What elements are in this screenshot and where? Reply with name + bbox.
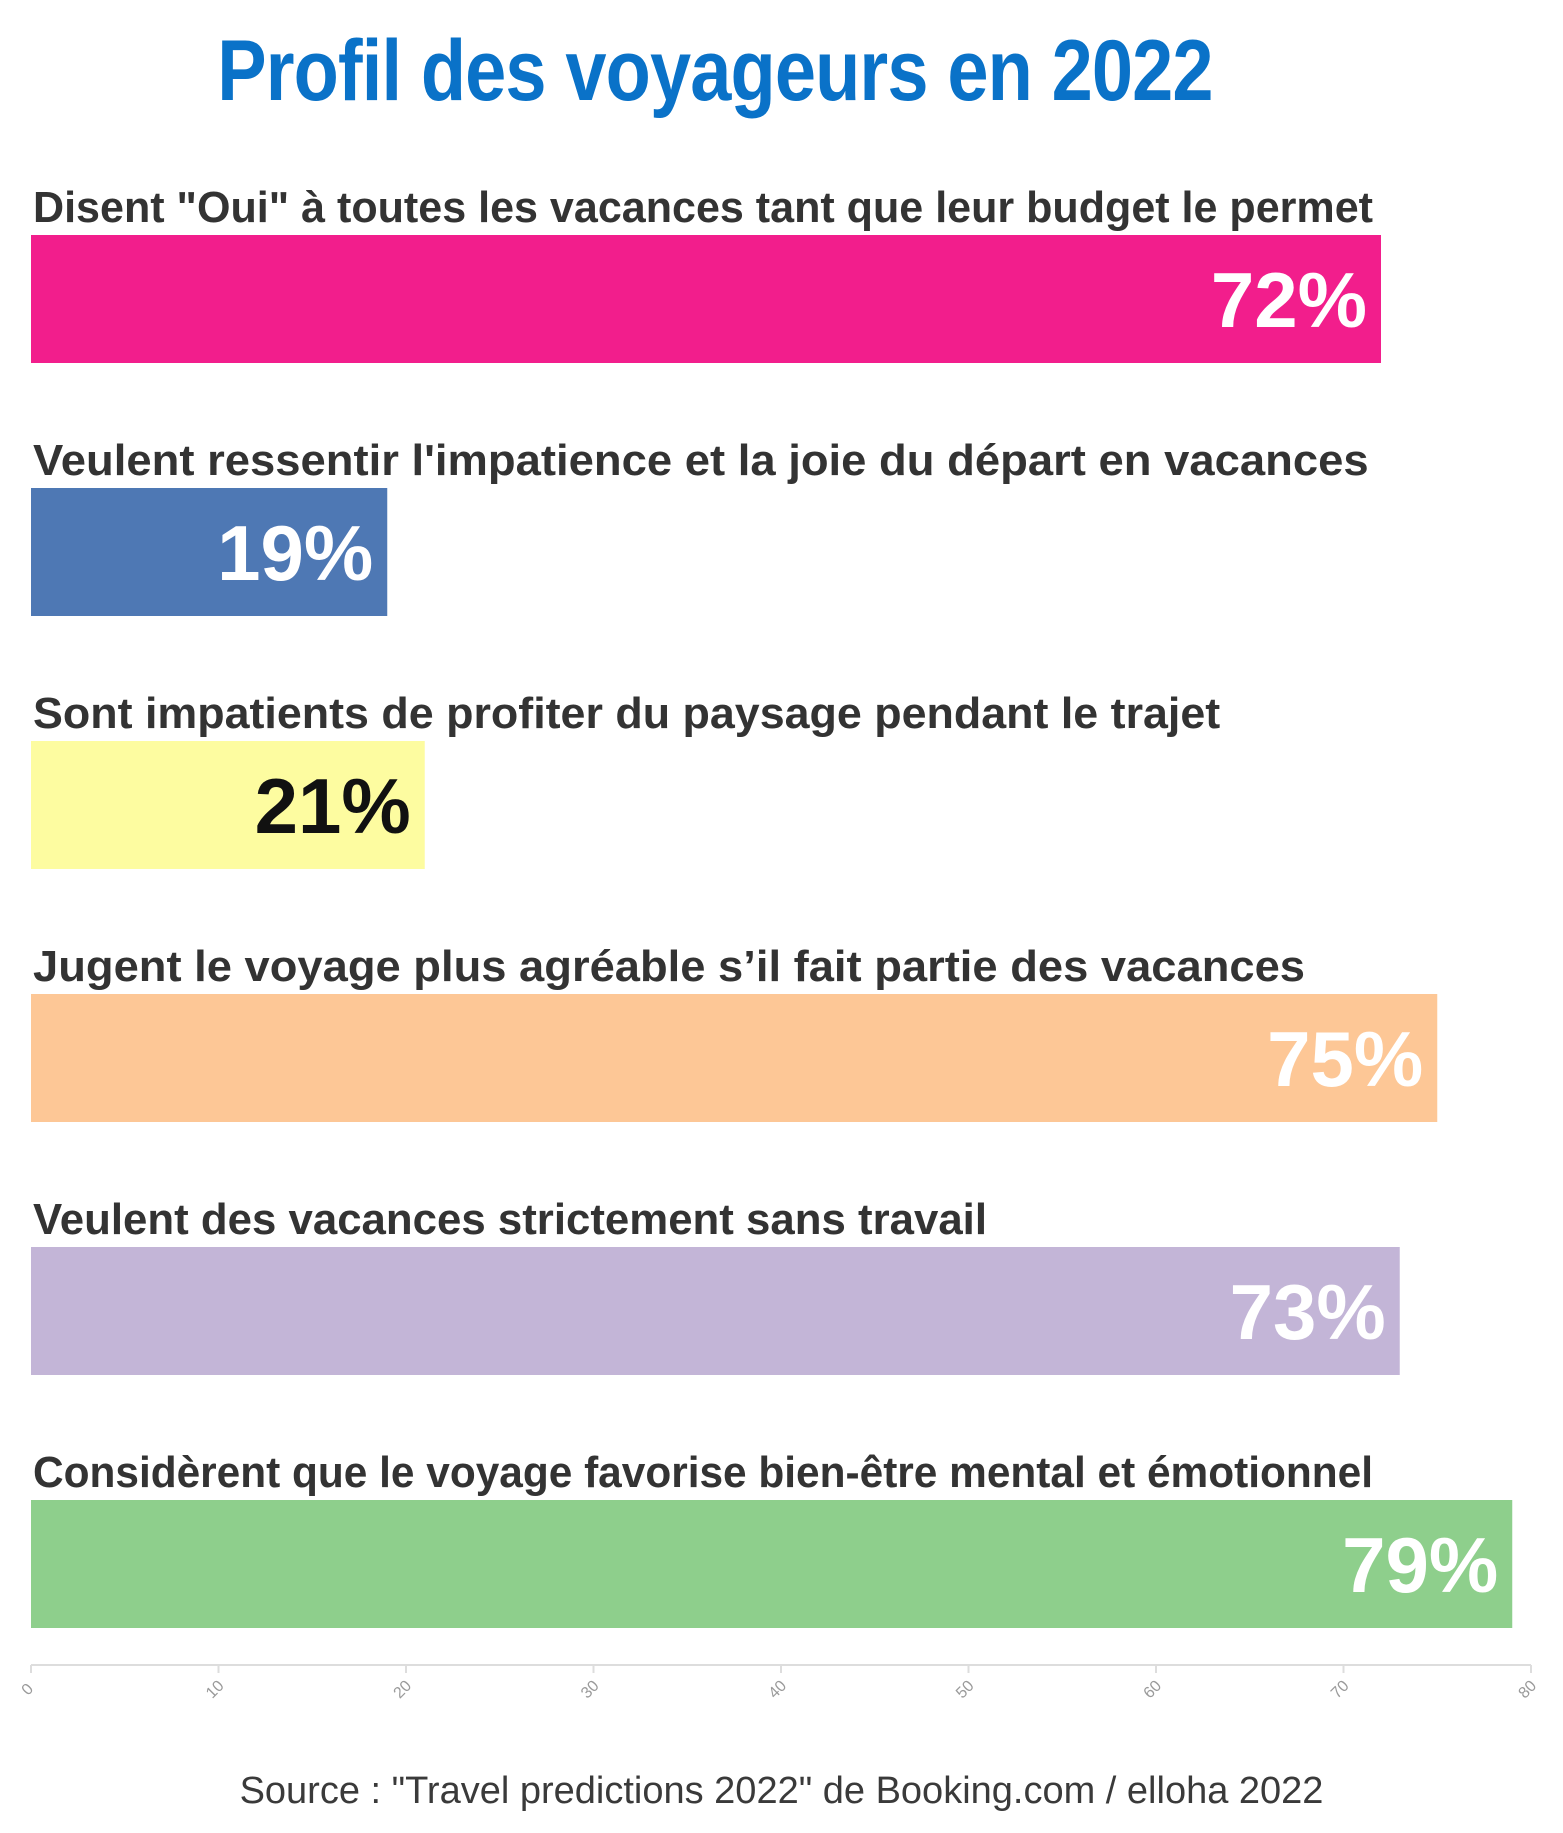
value-label: 21% (255, 762, 411, 850)
value-label: 75% (1267, 1015, 1423, 1103)
category-label: Veulent ressentir l'impatience et la joi… (33, 436, 1369, 485)
source-note: Source : "Travel predictions 2022" de Bo… (239, 1770, 1324, 1812)
bar (31, 1247, 1400, 1375)
bar (31, 1500, 1513, 1628)
x-tick-label: 10 (203, 1677, 228, 1702)
chart-title: Profil des voyageurs en 2022 (217, 23, 1213, 119)
bar (31, 235, 1381, 363)
x-tick-label: 20 (391, 1677, 416, 1702)
category-label: Jugent le voyage plus agréable s’il fait… (33, 942, 1305, 991)
bar-chart: Disent "Oui" à toutes les vacances tant … (19, 183, 1541, 1702)
bar (31, 741, 425, 869)
bar (31, 488, 388, 616)
value-label: 79% (1342, 1521, 1498, 1609)
category-label: Considèrent que le voyage favorise bien-… (33, 1448, 1373, 1497)
x-tick-label: 40 (766, 1677, 791, 1702)
value-label: 73% (1230, 1268, 1386, 1356)
value-label: 72% (1211, 256, 1367, 344)
x-axis: 0 10 20 30 40 50 60 70 80 (19, 1664, 1541, 1702)
category-label: Sont impatients de profiter du paysage p… (33, 689, 1221, 738)
category-label: Veulent des vacances strictement sans tr… (33, 1195, 987, 1244)
x-tick-label: 70 (1328, 1677, 1353, 1702)
x-tick-label: 80 (1516, 1677, 1541, 1702)
value-label: 19% (217, 509, 373, 597)
bar (31, 994, 1438, 1122)
bars-layer: Disent "Oui" à toutes les vacances tant … (31, 183, 1513, 1628)
category-label: Disent "Oui" à toutes les vacances tant … (33, 183, 1373, 232)
x-tick-label: 50 (953, 1677, 978, 1702)
x-tick-label: 30 (578, 1677, 603, 1702)
x-tick-label: 0 (19, 1681, 37, 1699)
x-tick-label: 60 (1141, 1677, 1166, 1702)
